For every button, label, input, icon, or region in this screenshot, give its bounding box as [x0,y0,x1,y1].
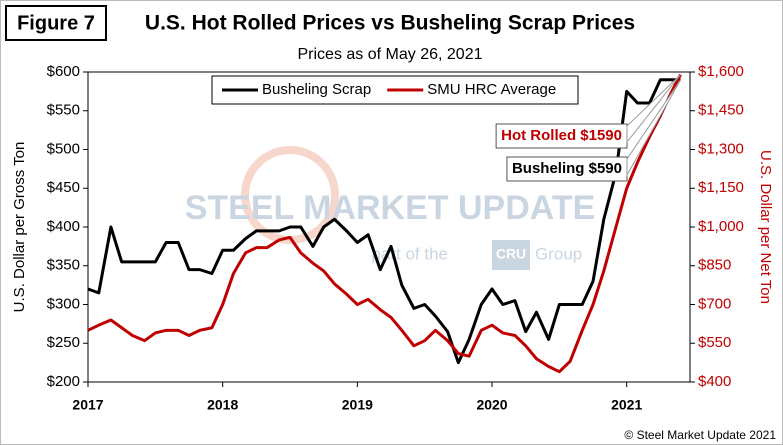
y2-tick-label: $400 [698,373,731,390]
series-line [87,73,682,374]
watermark-text: STEEL MARKET UPDATE [185,189,596,227]
y2-tick-label: $1,150 [698,179,744,196]
y-tick-label: $450 [47,179,80,196]
series-line [87,78,681,365]
annotation-callout [626,79,682,177]
y2-tick-label: $1,000 [698,218,744,235]
annotation-text: Busheling $590 [512,160,622,177]
chart-title: U.S. Hot Rolled Prices vs Busheling Scra… [145,12,635,35]
y-tick-label: $350 [47,257,80,274]
x-tick-label: 2020 [476,397,507,413]
legend-label: SMU HRC Average [427,81,556,98]
y2-tick-label: $850 [698,257,731,274]
annotation: Hot Rolled $1590 [495,74,681,149]
x-tick-label: 2021 [611,397,642,413]
x-tick-label: 2018 [207,397,238,413]
y2-tick-label: $1,300 [698,140,744,157]
y2-axis-label: U.S. Dollar per Net Ton [757,150,774,304]
watermark-box [492,240,530,270]
y-tick-label: $400 [47,218,80,235]
annotation-box [506,156,628,182]
subtitle: Prices as of May 26, 2021 [298,46,483,63]
annotation-box [495,123,628,149]
annotation-callout [626,74,681,144]
y-tick-label: $300 [47,295,80,312]
x-tick-label: 2017 [72,397,103,413]
legend-box [211,75,579,105]
watermark-text: CRU [496,246,526,262]
annotation: Busheling $590 [506,79,682,182]
legend-label: Busheling Scrap [262,81,371,98]
copyright: © Steel Market Update 2021 [624,428,776,442]
y-tick-label: $200 [47,373,80,390]
x-tick-label: 2019 [342,397,373,413]
y2-tick-label: $1,600 [698,63,744,80]
y-axis-label: U.S. Dollar per Gross Ton [11,142,28,313]
y2-tick-label: $700 [698,295,731,312]
y-tick-label: $550 [47,102,80,119]
figure-box [5,5,107,41]
watermark-logo [241,146,339,244]
y-tick-label: $500 [47,140,80,157]
y2-tick-label: $1,450 [698,102,744,119]
legend: Busheling Scrap SMU HRC Average [211,75,579,105]
y-tick-label: $250 [47,334,80,351]
watermark-text: Group [535,244,582,263]
annotation-text: Hot Rolled $1590 [501,127,622,144]
figure-label: Figure 7 [17,12,95,34]
y-tick-label: $600 [47,63,80,80]
y2-tick-label: $550 [698,334,731,351]
